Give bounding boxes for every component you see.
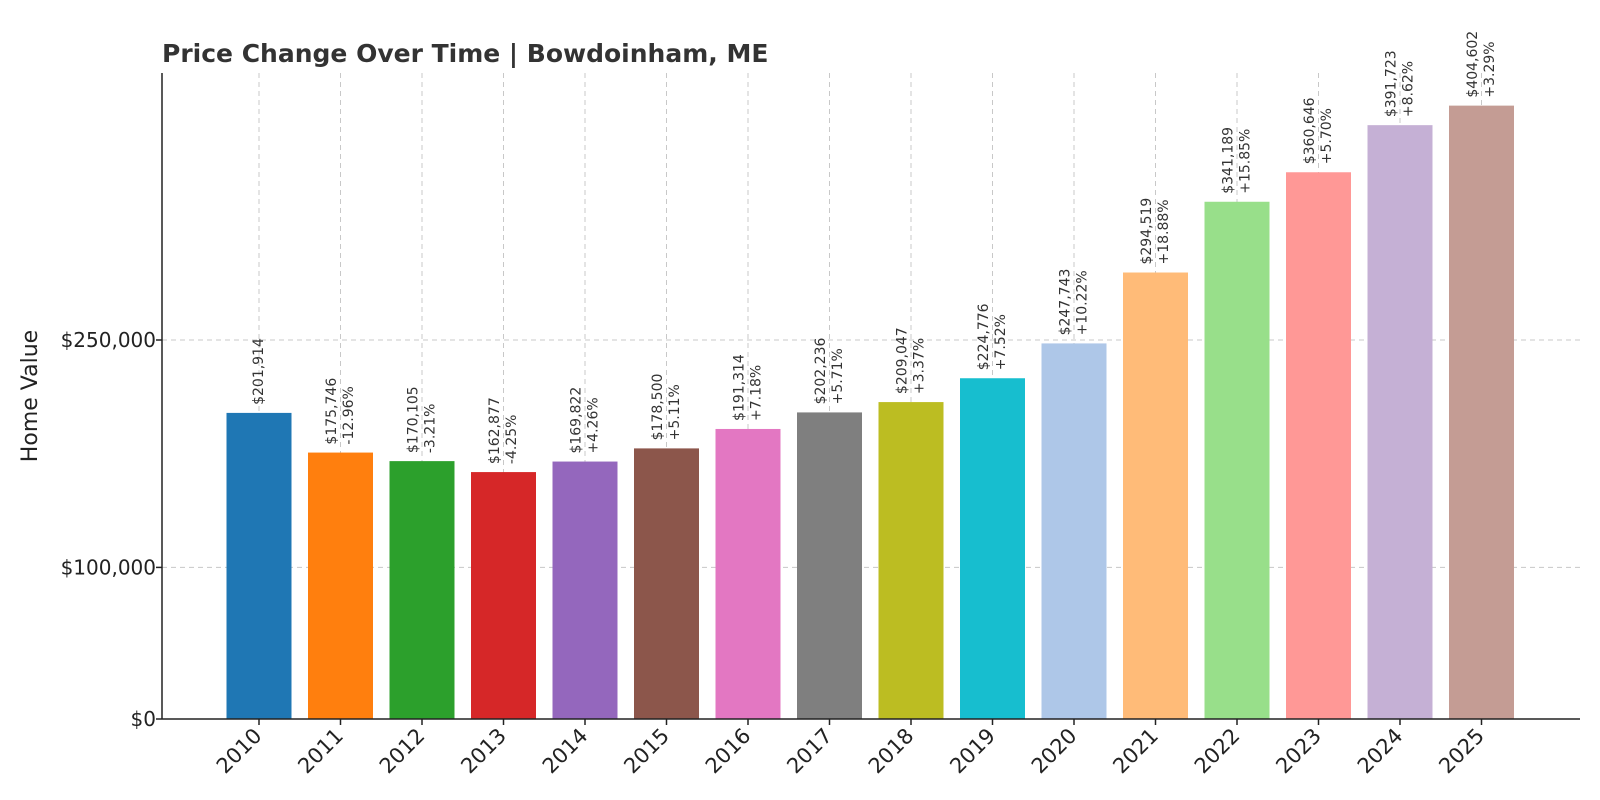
bar-2013	[471, 472, 536, 719]
change-label-2015: +5.11%	[667, 384, 683, 440]
y-axis-label: Home Value	[18, 330, 43, 462]
value-label-2025: $404,602	[1465, 31, 1481, 98]
bar-2016	[715, 428, 781, 719]
change-label-2025: +3.29%	[1482, 41, 1498, 97]
bar-2021	[1123, 272, 1188, 719]
y-tick-label: $0	[131, 707, 156, 731]
x-tick-label-2017: 2017	[782, 724, 837, 779]
bar-2014	[552, 461, 618, 719]
chart-title: Price Change Over Time | Bowdoinham, ME	[162, 39, 768, 68]
value-label-2017: $202,236	[813, 338, 829, 405]
value-label-2023: $360,646	[1302, 97, 1318, 164]
x-tick-label-2025: 2025	[1434, 724, 1489, 779]
bar-2020	[1041, 343, 1107, 719]
change-label-2020: +10.22%	[1075, 270, 1091, 335]
bar-2019	[960, 378, 1025, 719]
value-label-2022: $341,189	[1221, 127, 1237, 194]
x-tick-label-2010: 2010	[212, 724, 267, 779]
value-label-2020: $247,743	[1058, 269, 1074, 336]
x-tick-label-2018: 2018	[864, 724, 919, 779]
change-label-2023: +5.70%	[1319, 108, 1335, 164]
bar-2025	[1449, 105, 1514, 720]
x-tick-label-2016: 2016	[701, 724, 756, 779]
bar-2011	[308, 452, 373, 719]
x-tick-label-2021: 2021	[1108, 724, 1163, 779]
bar-2012	[389, 461, 455, 719]
change-label-2021: +18.88%	[1156, 199, 1172, 264]
x-tick-label-2023: 2023	[1271, 724, 1326, 779]
bar-2010	[226, 412, 292, 719]
value-label-2015: $178,500	[650, 374, 666, 441]
bar-2015	[634, 448, 699, 719]
change-label-2019: +7.52%	[993, 314, 1009, 370]
y-tick-labels: $0 $100,000 $250,000	[61, 328, 156, 731]
bar-2023	[1286, 172, 1351, 719]
data-labels: $201,914 $175,746 -12.96% $170,105 -3.21% $16…	[251, 31, 1498, 464]
change-label-2011: -12.96%	[341, 386, 357, 444]
bar-2018	[878, 402, 944, 719]
value-label-2021: $294,519	[1139, 198, 1155, 265]
change-label-2022: +15.85%	[1238, 129, 1254, 194]
value-label-2014: $169,822	[569, 387, 585, 454]
value-label-2010: $201,914	[251, 338, 267, 405]
change-label-2013: -4.25%	[504, 415, 520, 465]
change-label-2024: +8.62%	[1401, 61, 1417, 117]
x-tick-label-2013: 2013	[456, 724, 511, 779]
x-tick-labels: 2010 2011 2012 2013 2014 2015 2016 2017 2018 2019…	[212, 719, 1489, 778]
bar-2024	[1367, 125, 1433, 719]
value-label-2012: $170,105	[406, 386, 422, 453]
y-tick-label: $250,000	[61, 328, 156, 352]
x-tick-label-2020: 2020	[1027, 724, 1082, 779]
x-tick-label-2019: 2019	[945, 724, 1000, 779]
change-label-2012: -3.21%	[423, 404, 439, 454]
value-label-2018: $209,047	[895, 327, 911, 394]
x-tick-label-2024: 2024	[1353, 724, 1408, 779]
value-label-2016: $191,314	[732, 354, 748, 421]
change-label-2018: +3.37%	[912, 338, 928, 394]
x-tick-label-2014: 2014	[538, 724, 593, 779]
change-label-2014: +4.26%	[586, 397, 602, 453]
change-label-2016: +7.18%	[749, 365, 765, 421]
value-label-2024: $391,723	[1384, 50, 1400, 117]
value-label-2011: $175,746	[324, 378, 340, 445]
bar-2017	[797, 412, 862, 719]
change-label-2017: +5.71%	[830, 348, 846, 404]
x-tick-label-2015: 2015	[619, 724, 674, 779]
value-label-2019: $224,776	[976, 303, 992, 370]
x-tick-label-2022: 2022	[1190, 724, 1245, 779]
bars	[226, 105, 1514, 720]
x-tick-label-2012: 2012	[375, 724, 430, 779]
x-tick-label-2011: 2011	[293, 724, 348, 779]
bar-2022	[1204, 201, 1270, 720]
y-tick-label: $100,000	[61, 555, 156, 579]
value-label-2013: $162,877	[487, 397, 503, 464]
